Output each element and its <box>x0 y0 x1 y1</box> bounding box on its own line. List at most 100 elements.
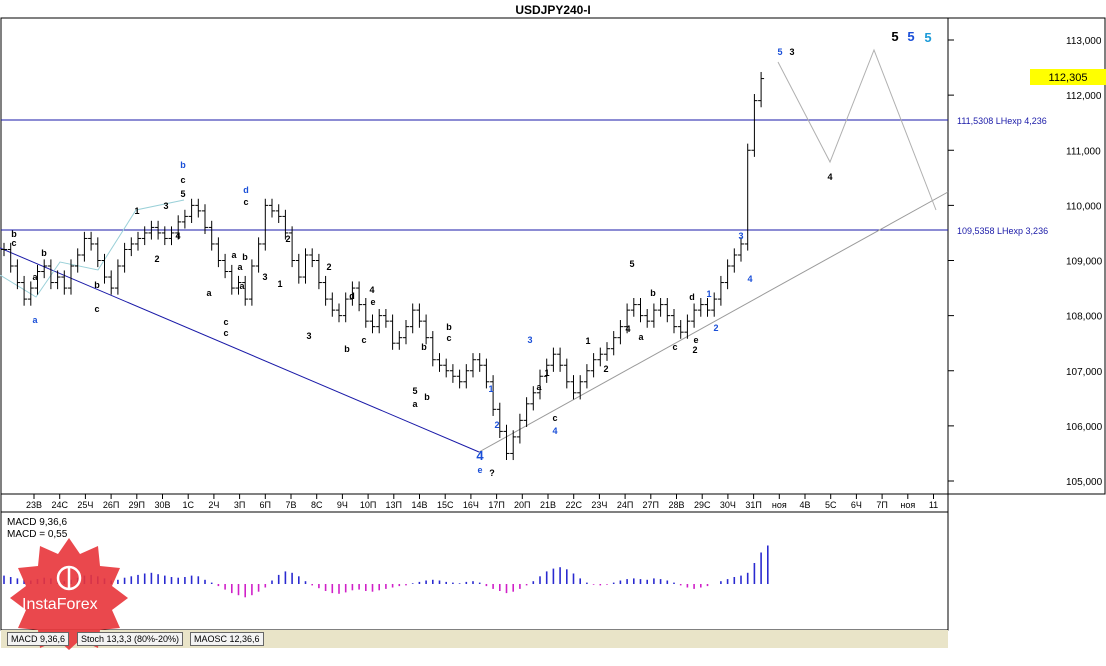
wave-label: 2 <box>154 254 159 264</box>
instaforex-logo[interactable] <box>8 536 130 650</box>
price-bar <box>490 375 497 416</box>
date-tick-label: 3П <box>234 500 245 510</box>
wave-label: 5 <box>412 386 417 396</box>
price-bar <box>135 231 141 251</box>
price-axis-frame <box>947 17 1106 495</box>
wave-label: 1 <box>488 384 493 394</box>
price-bar <box>758 71 765 108</box>
price-bar <box>362 297 369 328</box>
wave-label: b <box>344 344 350 354</box>
wave-label: b <box>11 229 17 239</box>
price-bar <box>255 237 262 273</box>
wave-label: e <box>693 335 698 345</box>
date-tick-label: 8С <box>311 500 323 510</box>
price-bar <box>81 231 88 262</box>
level-label-3236: 109,5358 LHexp 3,236 <box>957 226 1048 236</box>
wave-label: d <box>349 291 355 301</box>
date-tick-label: 30В <box>154 500 170 510</box>
price-bar <box>195 198 202 218</box>
wave-label: 2 <box>692 345 697 355</box>
price-bar <box>570 375 577 400</box>
price-bar <box>443 358 450 378</box>
wave-label: a <box>237 262 243 272</box>
price-bar <box>476 353 483 372</box>
wave-label: a <box>638 332 644 342</box>
down-trendline[interactable] <box>0 247 480 453</box>
price-bar <box>677 320 684 339</box>
wave-label: b <box>94 280 100 290</box>
date-tick-label: 10П <box>360 500 376 510</box>
up-channel-line[interactable] <box>478 191 949 453</box>
wave-label: a <box>231 250 237 260</box>
price-bar <box>671 309 677 334</box>
price-bar <box>128 237 135 257</box>
wave-label: a <box>239 281 245 291</box>
price-bar <box>148 220 155 240</box>
wave-label: 4 <box>625 324 630 334</box>
wave-label: b <box>180 160 186 170</box>
level-label-4236: 111,5308 LHexp 4,236 <box>957 116 1047 126</box>
wave-label: e <box>370 297 375 307</box>
date-axis-strip <box>0 493 949 513</box>
price-bar <box>590 353 597 378</box>
wave-label: b <box>41 248 47 258</box>
price-tick-label: 108,000 <box>1066 312 1103 323</box>
early-channel-lines <box>0 199 185 298</box>
price-bar <box>691 303 698 328</box>
price-bar <box>731 248 738 273</box>
price-bar <box>550 347 557 372</box>
date-tick-label: 31П <box>745 500 761 510</box>
wave-label: 2 <box>713 323 718 333</box>
wave-label: 5 <box>891 29 898 44</box>
price-bar <box>34 264 41 295</box>
date-tick-label: 17П <box>488 500 504 510</box>
wave-label: a <box>412 399 418 409</box>
wave-label: 1 <box>585 336 590 346</box>
price-bar <box>724 259 731 290</box>
price-tick-label: 113,000 <box>1066 36 1102 47</box>
price-bar <box>738 237 744 262</box>
wave-label: 2 <box>494 420 499 430</box>
price-bar <box>543 358 550 383</box>
projection-path[interactable] <box>777 48 937 211</box>
price-tick-label: 111,000 <box>1066 146 1101 157</box>
price-bar <box>27 281 34 306</box>
price-bar <box>141 226 148 246</box>
tab-maosc[interactable]: MAOSC 12,36,6 <box>190 632 264 646</box>
date-tick-label: 29С <box>694 500 711 510</box>
current-price-label: 112,305 <box>1049 72 1088 84</box>
price-bar <box>483 358 490 389</box>
price-bar <box>697 297 704 317</box>
price-bar <box>41 259 48 279</box>
date-tick-label: 29П <box>129 500 145 510</box>
price-bar <box>188 198 195 224</box>
logo-wordmark: InstaForex <box>22 596 98 613</box>
wave-label: c <box>11 238 16 248</box>
price-bar <box>88 231 95 251</box>
tab-stoch[interactable]: Stoch 13,3,3 (80%-20%) <box>77 632 184 646</box>
date-tick-label: 28В <box>668 500 684 510</box>
price-bar <box>376 309 383 334</box>
price-bar <box>429 331 436 367</box>
price-bar <box>329 292 336 317</box>
wave-label: 2 <box>285 234 290 244</box>
wave-label: b <box>650 288 656 298</box>
price-bar <box>577 375 584 400</box>
wave-label: d <box>689 292 695 302</box>
wave-label: c <box>223 317 228 327</box>
date-tick-label: 20П <box>514 500 530 510</box>
price-bar <box>396 331 403 350</box>
wave-label: b <box>421 342 427 352</box>
wave-label: c <box>180 175 185 185</box>
tab-macd[interactable]: MACD 9,36,6 <box>7 632 70 646</box>
date-tick-label: 9Ч <box>337 500 348 510</box>
price-bar <box>1 242 7 257</box>
wave-label: 1 <box>134 206 139 216</box>
wave-label: ? <box>489 468 495 478</box>
price-bar <box>717 275 724 306</box>
price-bar <box>94 237 101 268</box>
price-bar <box>650 303 657 328</box>
wave-label: 1 <box>544 368 549 378</box>
price-bar <box>235 275 242 295</box>
